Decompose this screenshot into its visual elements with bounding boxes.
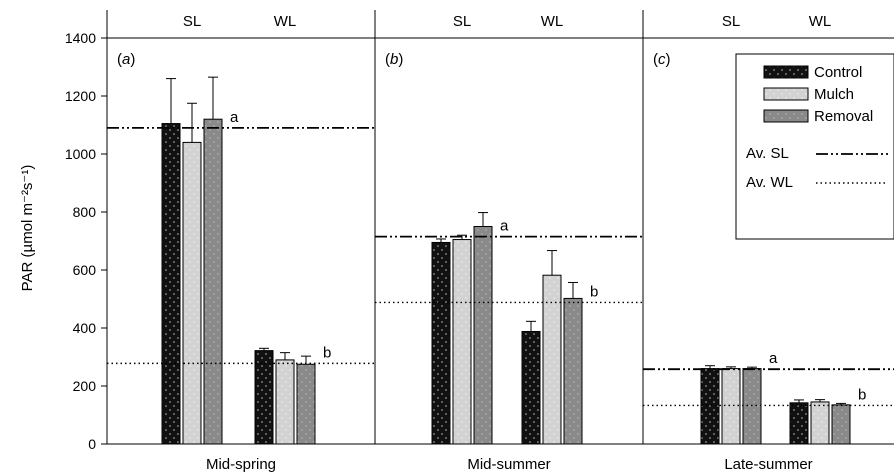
significance-letter: a: [500, 218, 509, 235]
plot-layer: 0 200 400 600 800 1000 1200 1400 SL WL (a) Mid-spri…: [65, 10, 894, 473]
x-axis-label: Mid-summer: [467, 456, 550, 473]
bar-removal-sl: [742, 368, 762, 445]
legend-label-av-sl: Av. SL: [746, 145, 789, 162]
significance-letter: a: [230, 109, 239, 126]
bar-mulch-sl: [452, 239, 472, 445]
significance-letter: b: [323, 344, 331, 361]
bar-control-wl: [521, 330, 541, 445]
y-tick-label: 800: [73, 204, 97, 220]
bar-mulch-sl: [182, 141, 202, 445]
legend-box: [735, 53, 894, 240]
significance-letter: a: [769, 350, 778, 367]
bar-mulch-wl: [810, 401, 830, 445]
group-label-wl: WL: [541, 13, 564, 30]
significance-letter: b: [590, 283, 598, 300]
y-axis-label: PAR (µmol m⁻²s⁻¹): [19, 165, 36, 292]
legend-label-control: Control: [814, 64, 862, 81]
bar-control-sl: [700, 368, 720, 445]
x-axis-label: Late-summer: [724, 456, 812, 473]
panel-letter: (b): [385, 51, 403, 68]
y-tick-label: 1000: [65, 146, 96, 162]
y-tick-label: 1200: [65, 88, 96, 104]
bar-control-wl: [789, 402, 809, 445]
legend: Control Mulch Removal Av. SL Av. WL: [735, 53, 894, 240]
y-tick-label: 200: [73, 378, 97, 394]
bar-mulch-sl: [721, 368, 741, 445]
legend-swatch-control: [763, 65, 809, 79]
group-label-wl: WL: [274, 13, 297, 30]
bar-removal-sl: [203, 118, 223, 445]
bar-mulch-wl: [542, 274, 562, 445]
y-tick-label: 600: [73, 262, 97, 278]
group-label-sl: SL: [453, 13, 471, 30]
y-tick-label: 1400: [65, 30, 96, 46]
legend-label-removal: Removal: [814, 108, 873, 125]
bar-removal-wl: [831, 404, 851, 445]
bar-removal-wl: [563, 297, 583, 445]
legend-swatch-mulch: [763, 87, 809, 101]
bar-control-sl: [161, 123, 181, 445]
group-label-sl: SL: [183, 13, 201, 30]
legend-label-mulch: Mulch: [814, 86, 854, 103]
bar-removal-sl: [473, 226, 493, 445]
panel-letter: (a): [117, 51, 135, 68]
bar-control-wl: [254, 350, 274, 445]
group-label-sl: SL: [722, 13, 740, 30]
y-tick-label: 0: [88, 436, 96, 452]
bar-control-sl: [431, 241, 451, 445]
legend-label-av-wl: Av. WL: [746, 174, 793, 191]
panel-letter: (c): [653, 51, 671, 68]
legend-swatch-removal: [763, 109, 809, 123]
bar-mulch-wl: [275, 359, 295, 445]
group-label-wl: WL: [809, 13, 832, 30]
y-tick-label: 400: [73, 320, 97, 336]
bar-removal-wl: [296, 363, 316, 445]
x-axis-label: Mid-spring: [206, 456, 276, 473]
significance-letter: b: [858, 386, 866, 403]
